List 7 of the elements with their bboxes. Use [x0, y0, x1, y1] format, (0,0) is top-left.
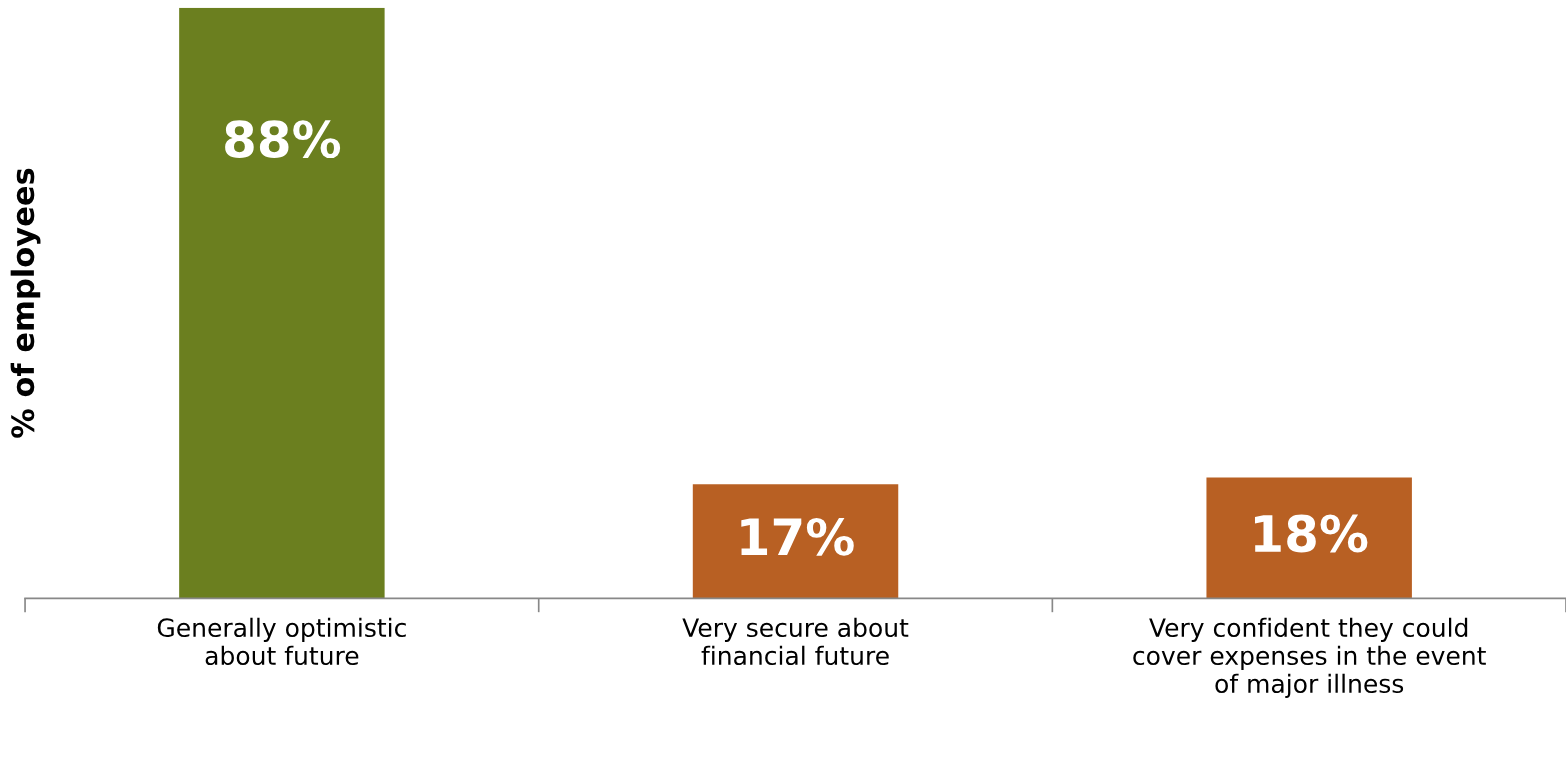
data-label: 17%: [741, 517, 854, 556]
data-label: 88%: [225, 120, 341, 159]
y-axis-title: % of employees: [10, 168, 41, 438]
x-tick-label: Very secure about financial future: [682, 617, 909, 666]
x-tick-label: Generally optimistic about future: [157, 617, 406, 666]
x-tick-label: Very confident they could cover expenses in the event of major illness: [1133, 617, 1486, 698]
data-label: 18%: [1254, 514, 1368, 553]
